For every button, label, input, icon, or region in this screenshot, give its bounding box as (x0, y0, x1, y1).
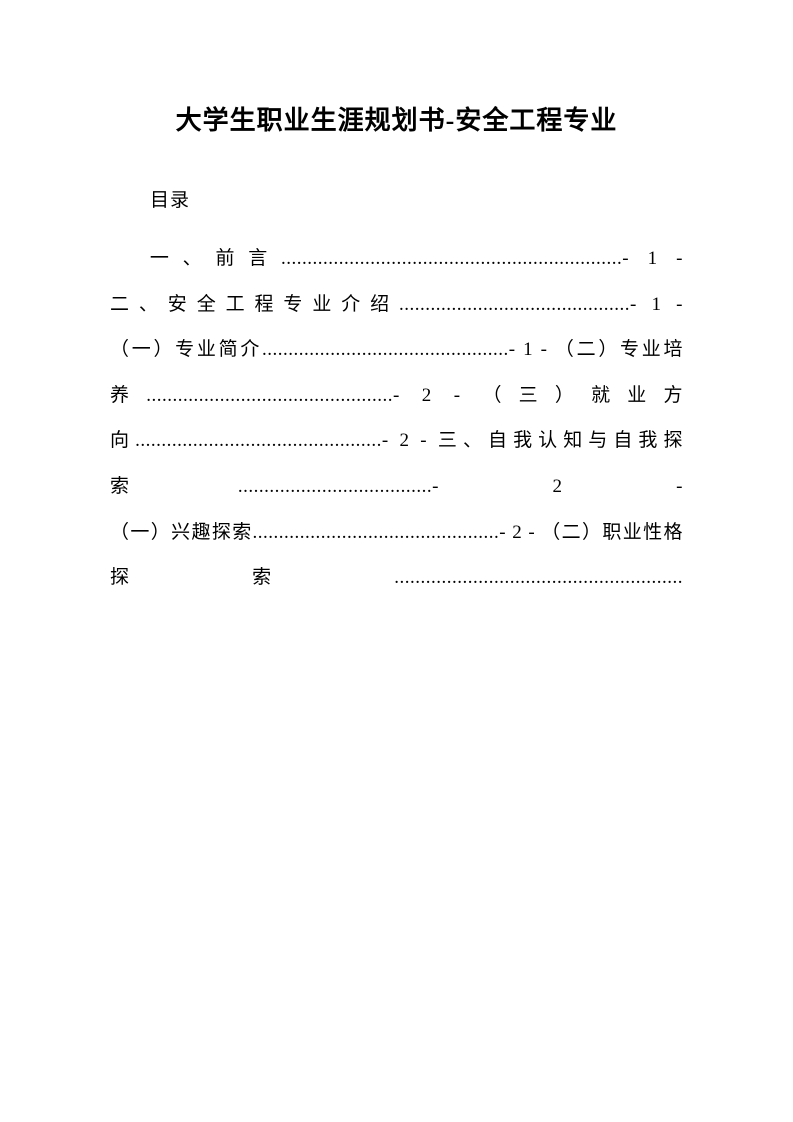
toc-heading: 目录 (150, 185, 683, 212)
document-title: 大学生职业生涯规划书-安全工程专业 (110, 100, 683, 137)
toc-content: 一、前言....................................… (110, 236, 683, 601)
